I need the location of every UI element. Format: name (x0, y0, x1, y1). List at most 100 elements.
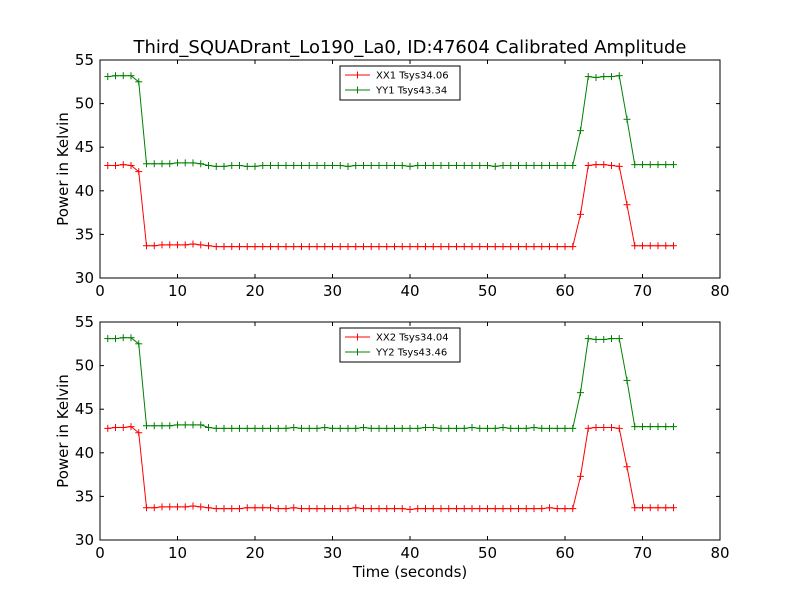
data-point (143, 504, 150, 512)
data-point (166, 422, 174, 430)
data-point (352, 162, 360, 170)
data-point (553, 243, 561, 251)
data-point (298, 424, 305, 432)
data-point (507, 505, 515, 513)
data-point (623, 201, 631, 209)
data-point (321, 243, 329, 251)
data-point (592, 161, 600, 169)
x-tick-label: 20 (245, 544, 264, 562)
data-point (406, 243, 414, 251)
data-point (437, 424, 445, 432)
data-point (197, 421, 205, 429)
data-point (282, 243, 290, 251)
data-point (561, 424, 569, 432)
data-point (615, 335, 623, 343)
series-2 (104, 334, 677, 432)
data-point (344, 424, 352, 432)
x-tick-label: 30 (323, 282, 342, 300)
data-point (329, 505, 336, 513)
data-point (600, 424, 608, 432)
charts-layer: 0 10 20 30 40 50 60 70 80 30 35 40 45 50 55 Power in Ke… (54, 37, 730, 581)
x-tick-label: 0 (95, 282, 105, 300)
data-point (321, 162, 329, 170)
chart-panel-2: 0 10 20 30 40 50 60 70 80 30 35 40 45 50 55 Power in Ke… (54, 313, 730, 581)
data-point (197, 503, 205, 511)
data-point (158, 503, 166, 511)
data-point (468, 162, 476, 170)
data-point (236, 243, 243, 251)
data-point (654, 161, 662, 169)
data-point (228, 243, 236, 251)
data-point (515, 424, 522, 432)
data-point (499, 424, 507, 432)
data-point (561, 243, 569, 251)
data-point (670, 161, 677, 169)
data-point (313, 243, 321, 251)
data-point (577, 127, 584, 135)
data-point (561, 162, 569, 170)
x-tick-label: 30 (323, 544, 342, 562)
data-point (329, 243, 336, 251)
data-point (313, 505, 321, 513)
data-point (437, 162, 445, 170)
data-point (515, 162, 522, 170)
data-point (608, 335, 615, 343)
data-point (414, 162, 422, 170)
data-point (329, 162, 336, 170)
data-point (166, 241, 174, 249)
data-point (414, 243, 422, 251)
data-point (623, 376, 631, 384)
data-point (553, 424, 561, 432)
data-point (646, 161, 654, 169)
legend: XX1 Tsys34.06 YY1 Tsys43.34 (339, 65, 461, 101)
data-point (453, 424, 460, 432)
data-point (654, 504, 662, 512)
data-point (476, 243, 484, 251)
data-point (205, 242, 212, 250)
chart-panel-1: 0 10 20 30 40 50 60 70 80 30 35 40 45 50 55 Power in Ke… (54, 37, 730, 300)
legend-item: YY1 Tsys43.34 (345, 86, 447, 97)
data-point (398, 424, 406, 432)
data-point (298, 505, 305, 513)
data-point (135, 340, 143, 348)
data-point (197, 160, 205, 168)
series-1 (104, 161, 677, 251)
x-tick-label: 50 (478, 282, 497, 300)
data-point (274, 424, 282, 432)
data-point (600, 161, 608, 169)
data-point (468, 505, 476, 513)
legend-box (339, 327, 461, 363)
data-point (592, 335, 600, 343)
data-point (127, 162, 135, 170)
data-point (429, 505, 437, 513)
data-point (460, 162, 468, 170)
data-point (592, 73, 600, 81)
y-tick-label: 40 (75, 444, 94, 462)
data-point (522, 243, 530, 251)
data-point (135, 78, 143, 86)
data-point (336, 505, 344, 513)
data-point (174, 503, 181, 511)
data-point (491, 243, 499, 251)
data-point (530, 162, 538, 170)
data-point (662, 242, 670, 250)
data-point (631, 504, 639, 512)
data-point (569, 162, 577, 170)
data-point (197, 241, 205, 249)
data-point (112, 162, 119, 170)
data-point (189, 240, 197, 248)
data-point (150, 160, 158, 168)
data-point (228, 162, 236, 170)
data-point (119, 334, 127, 342)
data-point (135, 168, 143, 176)
data-point (615, 162, 623, 170)
data-point (158, 241, 166, 249)
data-point (259, 162, 267, 170)
data-point (476, 424, 484, 432)
y-tick-label: 35 (75, 487, 94, 505)
data-point (522, 424, 530, 432)
data-point (360, 162, 367, 170)
y-tick-label: 50 (75, 357, 94, 375)
data-point (623, 463, 631, 471)
x-tick-label: 50 (478, 544, 497, 562)
